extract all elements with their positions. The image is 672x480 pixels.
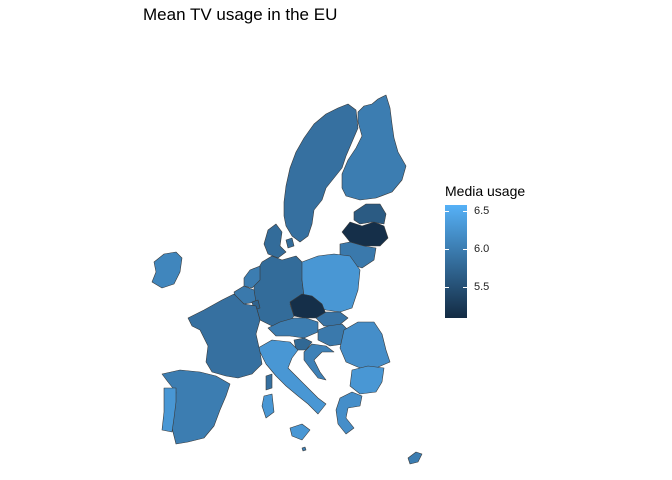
legend-color-bar: [445, 205, 467, 318]
chart-title: Mean TV usage in the EU: [143, 5, 338, 24]
region-france: [187, 293, 263, 379]
region-portugal: [161, 387, 177, 433]
region-finland: [341, 94, 407, 201]
region-sweden: [283, 103, 359, 243]
region-ireland: [151, 251, 183, 289]
legend-title: Media usage: [445, 183, 526, 199]
region-malta: [301, 446, 307, 452]
region-italy: [257, 339, 327, 415]
legend-tick-label: 6.0: [474, 243, 490, 255]
legend-tick-label: 5.5: [474, 281, 490, 293]
region-slovakia: [315, 311, 349, 327]
region-denmark: [263, 223, 287, 259]
region-italy-sardinia: [261, 393, 275, 419]
region-austria: [267, 317, 319, 339]
region-romania: [339, 321, 391, 369]
region-greece: [335, 391, 363, 435]
region-bulgaria: [349, 365, 385, 395]
region-italy-sicily: [289, 423, 311, 441]
region-cyprus: [407, 451, 423, 465]
region-denmark-zealand: [285, 237, 295, 249]
region-croatia: [303, 343, 335, 381]
region-france-corsica: [265, 373, 273, 391]
region-estonia: [353, 203, 387, 225]
legend-tick-label: 6.5: [474, 205, 490, 217]
